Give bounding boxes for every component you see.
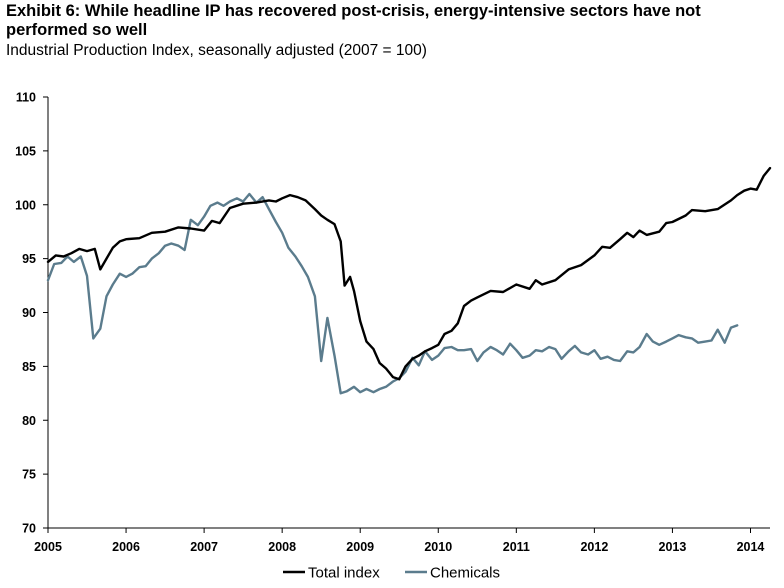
total-index-line bbox=[46, 166, 772, 381]
chart-title: Exhibit 6: While headline IP has recover… bbox=[6, 2, 701, 39]
chart-subtitle: Industrial Production Index, seasonally … bbox=[6, 42, 427, 59]
x-tick-label: 2014 bbox=[737, 540, 765, 554]
x-tick-label: 2007 bbox=[190, 540, 218, 554]
y-tick-label: 105 bbox=[15, 144, 36, 158]
x-tick-label: 2008 bbox=[268, 540, 296, 554]
chemicals-line bbox=[46, 192, 739, 395]
legend-label-chemicals: Chemicals bbox=[430, 565, 500, 582]
x-tick-label: 2012 bbox=[580, 540, 608, 554]
y-tick-label: 95 bbox=[22, 252, 36, 266]
x-tick-label: 2013 bbox=[659, 540, 687, 554]
y-tick-label: 80 bbox=[22, 414, 36, 428]
x-tick-label: 2006 bbox=[112, 540, 140, 554]
y-axis: 70 75 80 85 90 95 100 105 110 bbox=[15, 91, 49, 536]
legend: Total index Chemicals bbox=[283, 565, 500, 582]
y-tick-label: 70 bbox=[22, 522, 36, 536]
x-axis: 2005 2006 2007 2008 2009 2010 2011 2012 2013 2014 bbox=[34, 527, 770, 554]
y-tick-label: 85 bbox=[22, 360, 36, 374]
y-tick-label: 90 bbox=[22, 306, 36, 320]
y-tick-label: 100 bbox=[15, 198, 36, 212]
x-tick-label: 2009 bbox=[346, 540, 374, 554]
series-layer bbox=[46, 166, 772, 395]
y-tick-label: 110 bbox=[16, 91, 36, 105]
x-tick-label: 2010 bbox=[424, 540, 452, 554]
x-tick-label: 2005 bbox=[34, 540, 62, 554]
x-tick-label: 2011 bbox=[503, 540, 530, 554]
legend-label-total-index: Total index bbox=[308, 565, 380, 582]
y-tick-label: 75 bbox=[22, 468, 36, 482]
